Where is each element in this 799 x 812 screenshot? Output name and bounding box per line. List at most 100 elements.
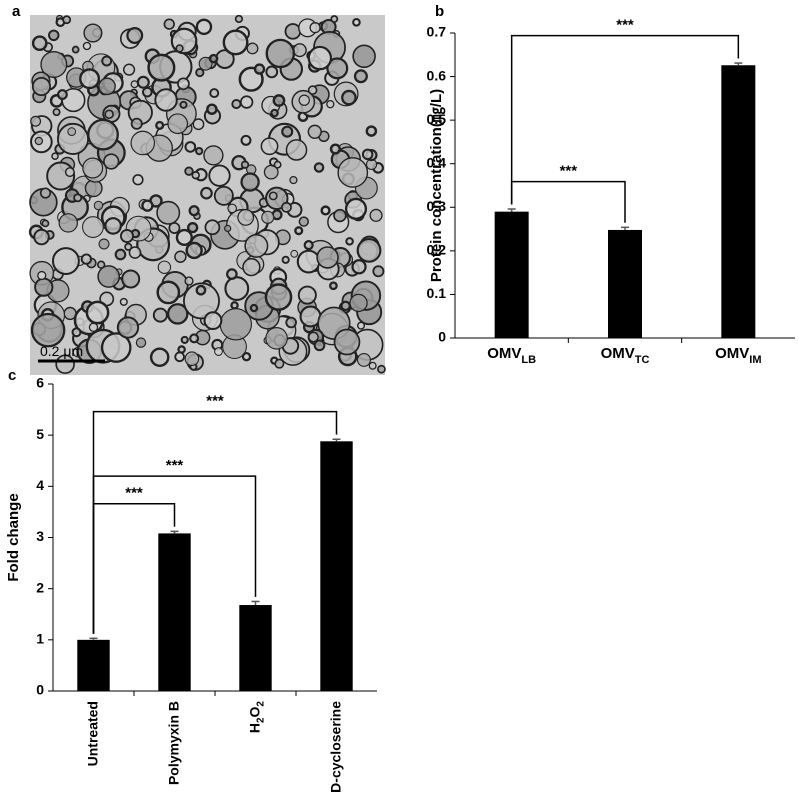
vesicle: [179, 100, 188, 109]
bar: [320, 441, 353, 691]
vesicle: [166, 303, 189, 325]
vesicle: [329, 281, 338, 291]
vesicle: [344, 197, 368, 220]
vesicle: [330, 15, 339, 23]
vesicle: [82, 157, 104, 179]
vesicle: [369, 208, 383, 222]
x-tick-label: Untreated: [84, 701, 100, 766]
y-tick-label: 0.4: [427, 154, 447, 170]
vesicle: [307, 85, 318, 95]
vesicle: [213, 185, 234, 206]
vesicle: [39, 187, 52, 199]
vesicle: [352, 18, 361, 27]
vesicle: [341, 89, 357, 106]
vesicle: [82, 41, 92, 51]
vesicle: [98, 238, 110, 250]
vesicle: [195, 284, 207, 296]
vesicle: [239, 95, 254, 109]
vesicle: [281, 255, 290, 264]
vesicle: [320, 205, 331, 216]
vesicle: [298, 94, 310, 106]
vesicle: [157, 260, 172, 274]
bar: [494, 211, 529, 338]
vesicle: [326, 57, 349, 80]
vesicle: [273, 160, 282, 169]
vesicle: [209, 88, 220, 99]
vesicle: [136, 75, 150, 89]
vesicle: [103, 153, 120, 170]
x-tick-label-part: OMV: [715, 345, 749, 362]
y-axis-label: Protein concentration(㎎/L): [428, 89, 446, 282]
significance-bracket: [92, 410, 338, 634]
vesicle: [333, 208, 347, 223]
vesicle: [292, 43, 307, 58]
significance-bracket: [510, 180, 626, 223]
vesicle: [296, 249, 321, 274]
vesicle: [170, 27, 198, 55]
bar: [608, 229, 642, 338]
vesicle: [185, 241, 203, 260]
vesicle: [297, 285, 317, 305]
vesicle: [67, 127, 77, 137]
x-tick-label-part: OMV: [601, 345, 635, 362]
x-tick-label-sub: 2: [255, 717, 266, 723]
vesicle: [265, 38, 296, 69]
y-tick-label: 0: [438, 329, 446, 345]
vesicle: [222, 29, 249, 56]
y-tick-label: 4: [36, 477, 44, 493]
vesicle: [48, 29, 60, 42]
x-tick-label-part: OMV: [487, 345, 521, 362]
vesicle: [237, 209, 255, 226]
vesicle: [56, 89, 68, 100]
vesicle: [121, 269, 141, 289]
vesicle: [309, 22, 321, 34]
x-tick-label: OMVLB: [487, 345, 536, 366]
y-tick-label: 2: [36, 579, 44, 595]
vesicle: [130, 117, 143, 130]
vesicle: [101, 55, 113, 67]
vesicle: [230, 301, 239, 310]
x-tick-label: D-cycloserine: [327, 701, 343, 793]
panel-label: a: [12, 3, 21, 20]
significance-label: ***: [616, 17, 634, 34]
vesicle: [303, 240, 314, 251]
vesicle: [71, 45, 80, 54]
vesicle: [31, 35, 48, 52]
vesicle: [200, 186, 213, 200]
vesicle: [329, 143, 341, 155]
x-tick-label-part: O: [246, 706, 262, 717]
vesicle: [88, 322, 99, 333]
vesicle: [264, 283, 293, 311]
vesicle: [356, 352, 371, 367]
vesicle: [85, 300, 110, 325]
vesicle: [183, 282, 220, 320]
vesicle: [281, 125, 294, 138]
bar: [239, 605, 272, 691]
vesicle: [195, 146, 204, 156]
vesicle: [175, 44, 184, 53]
y-tick-label: 0.1: [427, 285, 447, 301]
x-tick-label: Polymyxin B: [165, 701, 181, 785]
vesicle: [80, 253, 93, 265]
vesicle: [234, 14, 244, 24]
vesicle: [104, 217, 122, 235]
vesicle: [195, 18, 213, 36]
vesicle: [365, 125, 378, 137]
bar: [158, 533, 191, 691]
vesicle: [93, 200, 104, 211]
vesicle: [240, 134, 252, 146]
y-tick-label: 0: [36, 682, 44, 698]
vesicle: [41, 219, 50, 228]
vesicle: [298, 216, 309, 227]
vesicle: [187, 221, 199, 234]
vesicle: [34, 136, 44, 146]
vesicle: [313, 162, 325, 173]
y-tick-label: 0.2: [427, 242, 447, 258]
vesicle: [122, 63, 136, 76]
vesicle: [184, 141, 197, 153]
vesicle: [326, 100, 335, 109]
vesicle: [124, 242, 133, 251]
vesicle: [175, 228, 193, 247]
vesicle: [168, 222, 181, 234]
significance-label: ***: [560, 163, 578, 180]
